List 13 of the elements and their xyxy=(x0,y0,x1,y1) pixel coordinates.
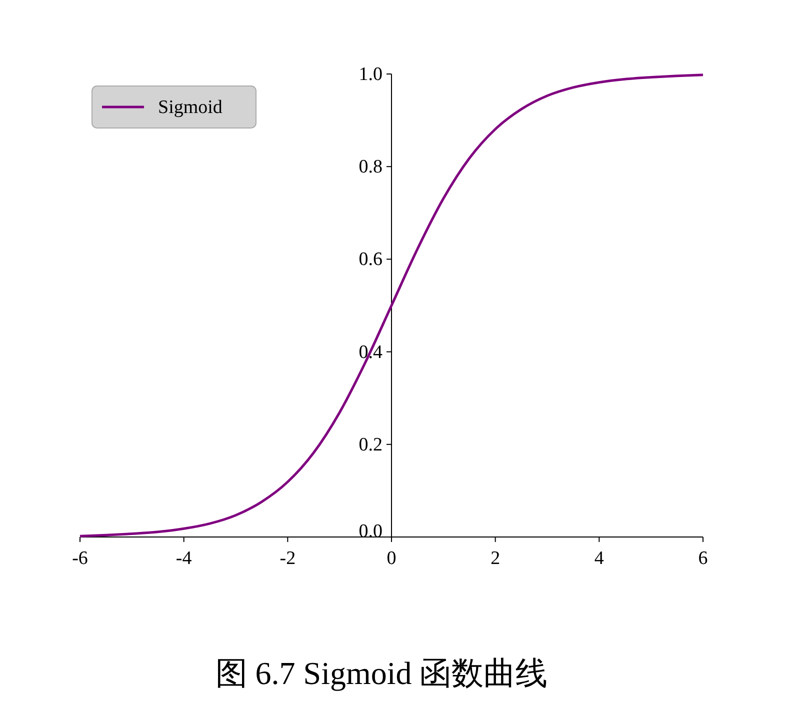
x-tick-label: 0 xyxy=(386,548,396,569)
x-tick-label: 6 xyxy=(698,548,708,569)
legend-label: Sigmoid xyxy=(158,97,223,118)
y-tick-label: 0.6 xyxy=(358,249,382,270)
caption: 图 6.7 Sigmoid 函数曲线 xyxy=(215,655,548,691)
x-tick-label: 2 xyxy=(490,548,500,569)
y-tick-label: 1.0 xyxy=(358,64,382,85)
x-tick-label: 4 xyxy=(594,548,604,569)
y-tick-label: 0.2 xyxy=(358,434,382,456)
y-tick-label: 0.8 xyxy=(358,156,382,178)
x-tick-label: -6 xyxy=(72,548,88,569)
x-tick-label: -2 xyxy=(280,548,296,569)
x-tick-label: -4 xyxy=(176,548,192,569)
